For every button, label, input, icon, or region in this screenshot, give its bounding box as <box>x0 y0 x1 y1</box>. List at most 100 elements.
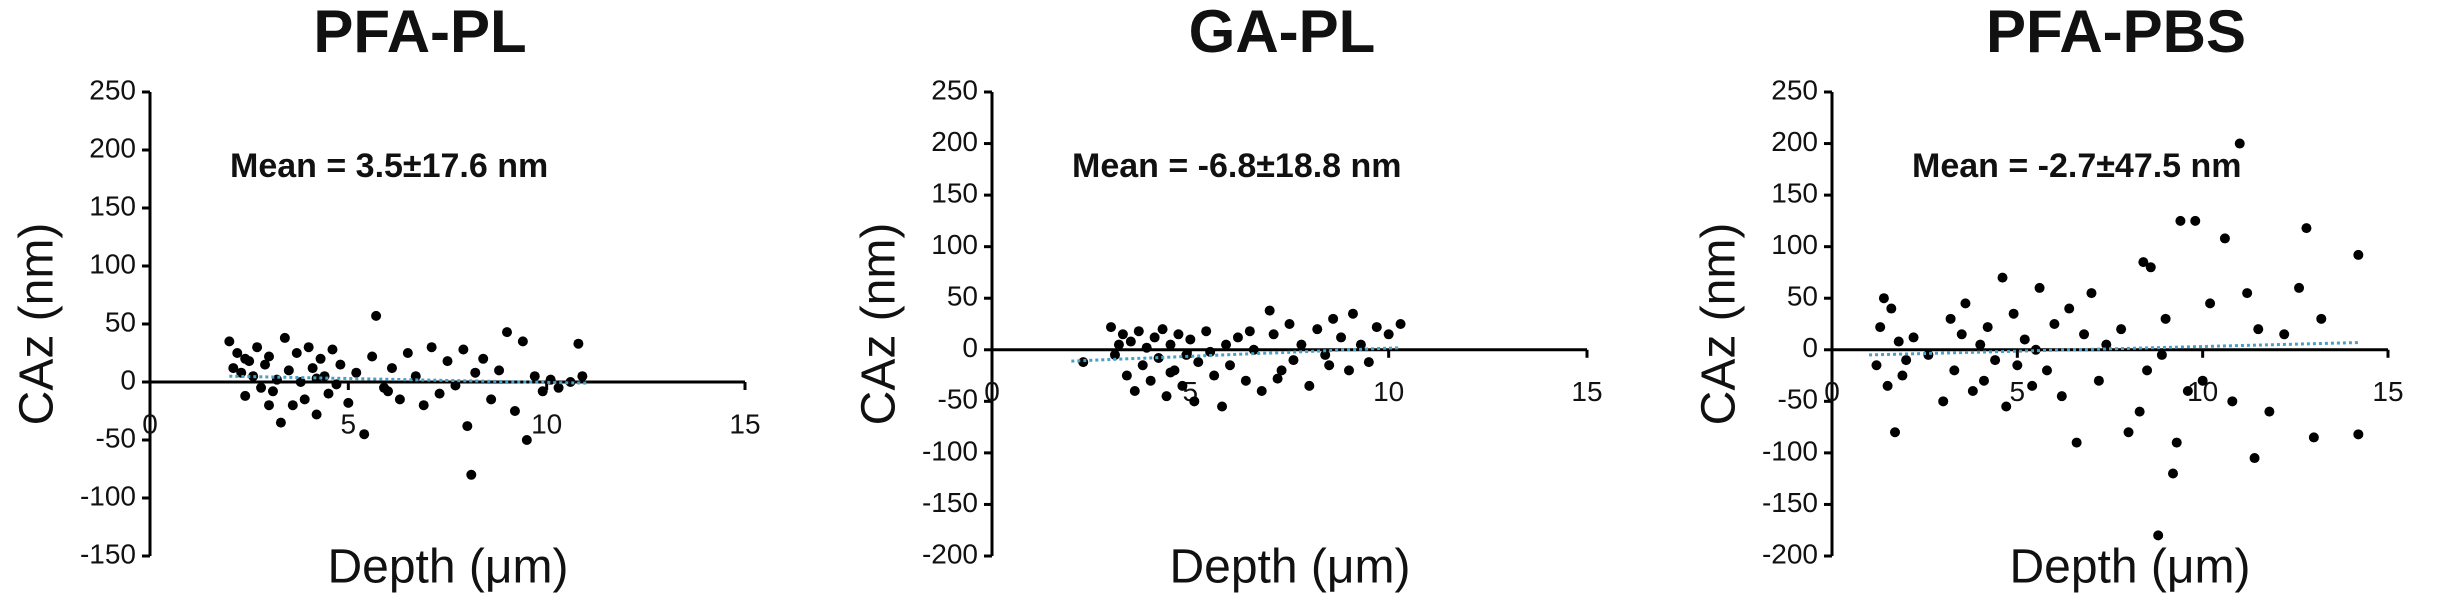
x-tick-label: 15 <box>729 408 760 439</box>
x-tick-label: 15 <box>1571 376 1602 407</box>
point <box>2071 437 2082 448</box>
point <box>1141 342 1152 353</box>
y-tick-label: -200 <box>1762 538 1818 569</box>
y-tick-label: 0 <box>1802 332 1818 363</box>
point <box>386 363 397 374</box>
point <box>442 356 453 367</box>
point <box>1232 332 1243 343</box>
point <box>1248 344 1259 355</box>
point <box>1185 334 1196 345</box>
point <box>565 377 576 387</box>
x-tick-label: 10 <box>1373 376 1404 407</box>
point <box>1276 365 1287 376</box>
point <box>1978 375 1989 386</box>
point <box>1145 375 1156 386</box>
point <box>279 332 290 343</box>
point <box>1347 308 1358 319</box>
point <box>335 359 346 370</box>
x-tick-label: 0 <box>984 376 1000 407</box>
chart-title: PFA-PL <box>313 0 526 65</box>
point <box>1288 355 1299 366</box>
y-tick-label: 250 <box>1771 74 1818 105</box>
point <box>351 367 362 378</box>
point <box>2182 386 2193 397</box>
y-tick-label: 100 <box>1771 229 1818 260</box>
point <box>323 388 334 399</box>
point <box>2079 329 2090 340</box>
point <box>2253 324 2264 335</box>
point <box>287 400 298 411</box>
point <box>2353 249 2364 260</box>
point <box>2101 339 2112 350</box>
point <box>1320 349 1331 360</box>
point <box>2264 406 2275 417</box>
point <box>2064 303 2075 314</box>
y-tick-label: 150 <box>89 190 136 221</box>
point <box>2190 215 2201 226</box>
point <box>1371 322 1382 333</box>
point <box>1395 319 1406 329</box>
point <box>486 394 497 405</box>
point <box>315 353 326 364</box>
y-tick-label: 200 <box>1771 126 1818 157</box>
point <box>577 371 588 382</box>
point <box>267 386 278 397</box>
y-axis-label: CAz (nm) <box>853 223 906 426</box>
y-tick-label: -150 <box>80 538 136 569</box>
point <box>1312 324 1323 335</box>
point <box>2093 375 2104 386</box>
point <box>1125 336 1136 347</box>
chart-title: GA-PL <box>1189 0 1376 65</box>
point <box>303 342 314 353</box>
point <box>1304 380 1315 391</box>
point <box>295 377 306 387</box>
point <box>248 371 259 382</box>
point <box>1871 360 1882 371</box>
point <box>275 417 286 428</box>
point <box>466 469 477 480</box>
point <box>1129 386 1140 397</box>
point <box>1897 370 1908 381</box>
point <box>2049 319 2060 329</box>
point <box>343 397 354 408</box>
point <box>478 353 489 364</box>
annotation: Mean = -6.8±18.8 nm <box>1072 147 1402 185</box>
point <box>1901 355 1912 366</box>
point <box>529 371 540 382</box>
point <box>494 365 505 376</box>
point <box>1875 322 1886 333</box>
y-tick-label: 250 <box>931 74 978 105</box>
point <box>426 342 437 353</box>
point <box>2138 257 2149 268</box>
y-tick-label: -100 <box>1762 435 1818 466</box>
point <box>311 373 322 384</box>
point <box>2301 223 2312 234</box>
point <box>2160 313 2171 324</box>
point <box>1960 298 1971 309</box>
point <box>1117 329 1128 340</box>
point <box>1284 319 1295 329</box>
point <box>307 363 318 374</box>
point <box>2205 298 2216 309</box>
point <box>1890 427 1901 438</box>
point <box>240 390 251 401</box>
point <box>1982 322 1993 333</box>
point <box>1886 303 1897 314</box>
point <box>1113 339 1124 350</box>
annotation: Mean = 3.5±17.6 nm <box>230 147 548 185</box>
point <box>1268 329 1279 340</box>
point <box>1106 322 1116 333</box>
point <box>2316 313 2327 324</box>
point <box>2001 401 2012 412</box>
point <box>1990 355 2001 366</box>
x-tick-label: 15 <box>2372 376 2403 407</box>
point <box>228 363 239 374</box>
point <box>1109 349 1120 360</box>
point <box>2116 324 2127 335</box>
y-tick-label: 50 <box>105 306 136 337</box>
x-tick-label: 10 <box>531 408 562 439</box>
y-tick-label: 50 <box>1787 281 1818 312</box>
point <box>2086 288 2097 299</box>
y-tick-label: 0 <box>120 364 136 395</box>
point <box>331 379 342 390</box>
